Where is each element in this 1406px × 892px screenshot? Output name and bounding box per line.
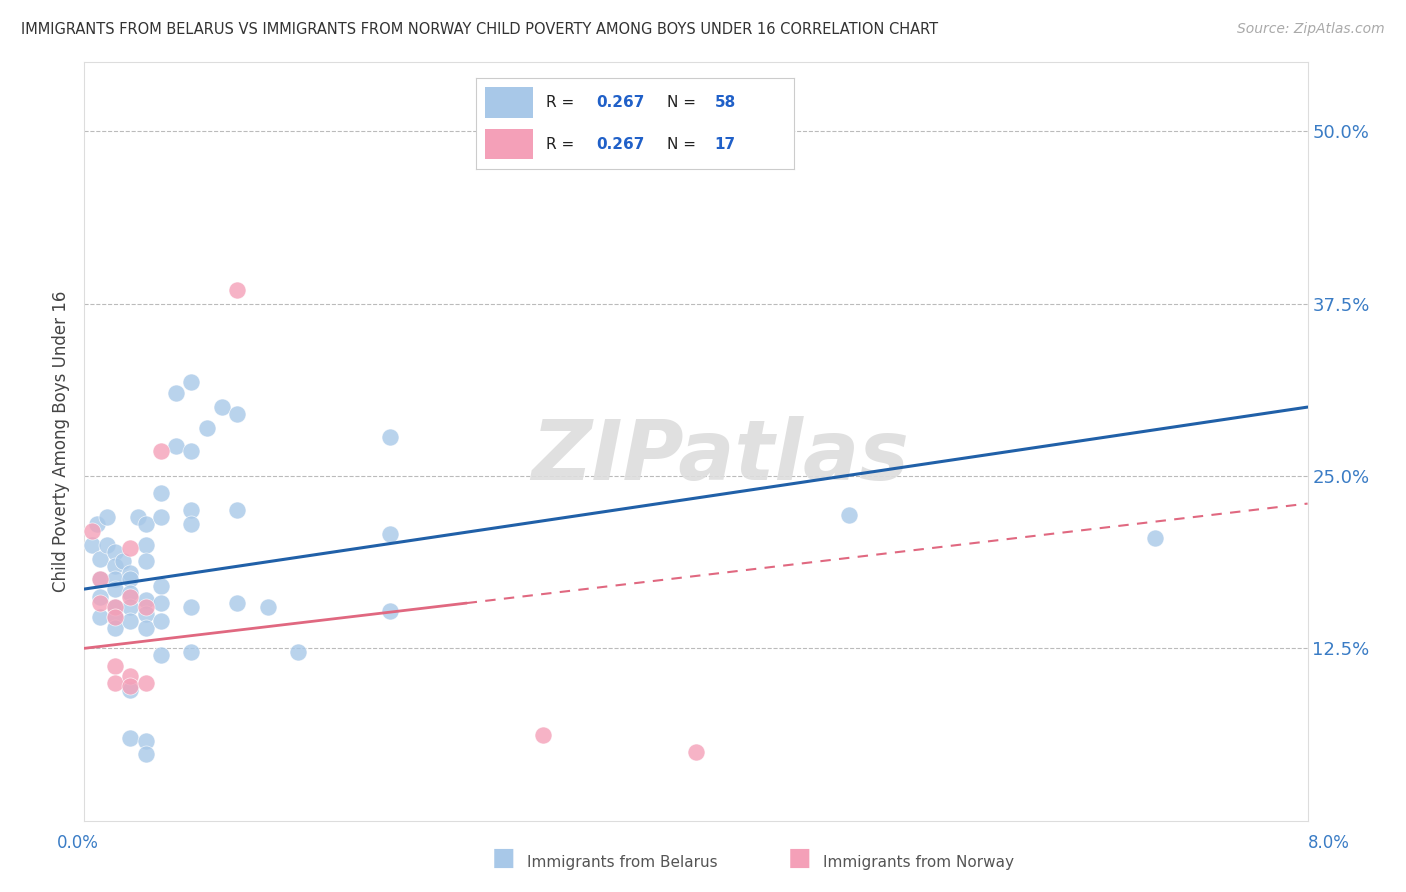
Point: [135, 621, 157, 635]
Point: [149, 510, 172, 524]
Point: [226, 407, 249, 421]
Point: [180, 645, 202, 659]
Text: Immigrants from Belarus: Immigrants from Belarus: [527, 855, 718, 870]
Point: [149, 485, 172, 500]
Point: [120, 573, 142, 587]
Point: [89, 573, 111, 587]
Point: [120, 591, 142, 605]
Text: 8.0%: 8.0%: [1308, 834, 1350, 852]
Point: [104, 659, 127, 673]
Point: [1143, 531, 1166, 545]
Point: [180, 517, 202, 532]
Point: [104, 582, 127, 596]
Point: [165, 386, 187, 401]
Point: [135, 517, 157, 532]
Point: [104, 599, 127, 614]
Point: [180, 503, 202, 517]
Point: [96, 538, 118, 552]
Point: [380, 527, 402, 541]
Point: [127, 510, 149, 524]
Text: Source: ZipAtlas.com: Source: ZipAtlas.com: [1237, 22, 1385, 37]
Point: [149, 648, 172, 663]
Text: IMMIGRANTS FROM BELARUS VS IMMIGRANTS FROM NORWAY CHILD POVERTY AMONG BOYS UNDER: IMMIGRANTS FROM BELARUS VS IMMIGRANTS FR…: [21, 22, 938, 37]
Point: [135, 675, 157, 690]
Point: [135, 593, 157, 607]
Point: [149, 444, 172, 458]
Point: [180, 444, 202, 458]
Point: [149, 614, 172, 628]
Y-axis label: Child Poverty Among Boys Under 16: Child Poverty Among Boys Under 16: [52, 291, 70, 592]
Point: [120, 614, 142, 628]
Point: [149, 579, 172, 593]
Text: 0.0%: 0.0%: [56, 834, 98, 852]
Point: [89, 591, 111, 605]
Point: [531, 728, 554, 742]
Point: [226, 596, 249, 610]
Point: [135, 733, 157, 747]
Point: [257, 599, 280, 614]
Point: [287, 645, 309, 659]
Point: [89, 596, 111, 610]
Point: [120, 541, 142, 555]
Point: [380, 604, 402, 618]
Point: [111, 554, 134, 568]
Point: [120, 599, 142, 614]
Point: [135, 554, 157, 568]
Point: [104, 573, 127, 587]
Point: [180, 599, 202, 614]
Point: [135, 747, 157, 762]
Point: [104, 621, 127, 635]
Point: [149, 596, 172, 610]
Point: [120, 682, 142, 697]
Point: [104, 609, 127, 624]
Point: [135, 599, 157, 614]
Point: [120, 679, 142, 693]
Text: ZIPatlas: ZIPatlas: [531, 417, 910, 497]
Point: [135, 607, 157, 621]
Point: [104, 558, 127, 573]
Point: [120, 586, 142, 600]
Point: [120, 731, 142, 745]
Point: [135, 538, 157, 552]
Point: [86, 517, 108, 532]
Point: [104, 675, 127, 690]
Text: Immigrants from Norway: Immigrants from Norway: [823, 855, 1014, 870]
Point: [838, 508, 860, 522]
Point: [96, 510, 118, 524]
Point: [226, 503, 249, 517]
Point: [195, 421, 218, 435]
Point: [211, 400, 233, 414]
Point: [89, 551, 111, 566]
Point: [120, 566, 142, 580]
Text: ■: ■: [787, 846, 811, 870]
Point: [80, 538, 103, 552]
Point: [104, 609, 127, 624]
Point: [165, 439, 187, 453]
Point: [226, 283, 249, 297]
Point: [380, 430, 402, 444]
Point: [89, 573, 111, 587]
Point: [180, 376, 202, 390]
Text: ■: ■: [492, 846, 516, 870]
Point: [104, 545, 127, 559]
Point: [104, 599, 127, 614]
Point: [685, 745, 707, 759]
Point: [80, 524, 103, 538]
Point: [89, 609, 111, 624]
Point: [120, 669, 142, 683]
